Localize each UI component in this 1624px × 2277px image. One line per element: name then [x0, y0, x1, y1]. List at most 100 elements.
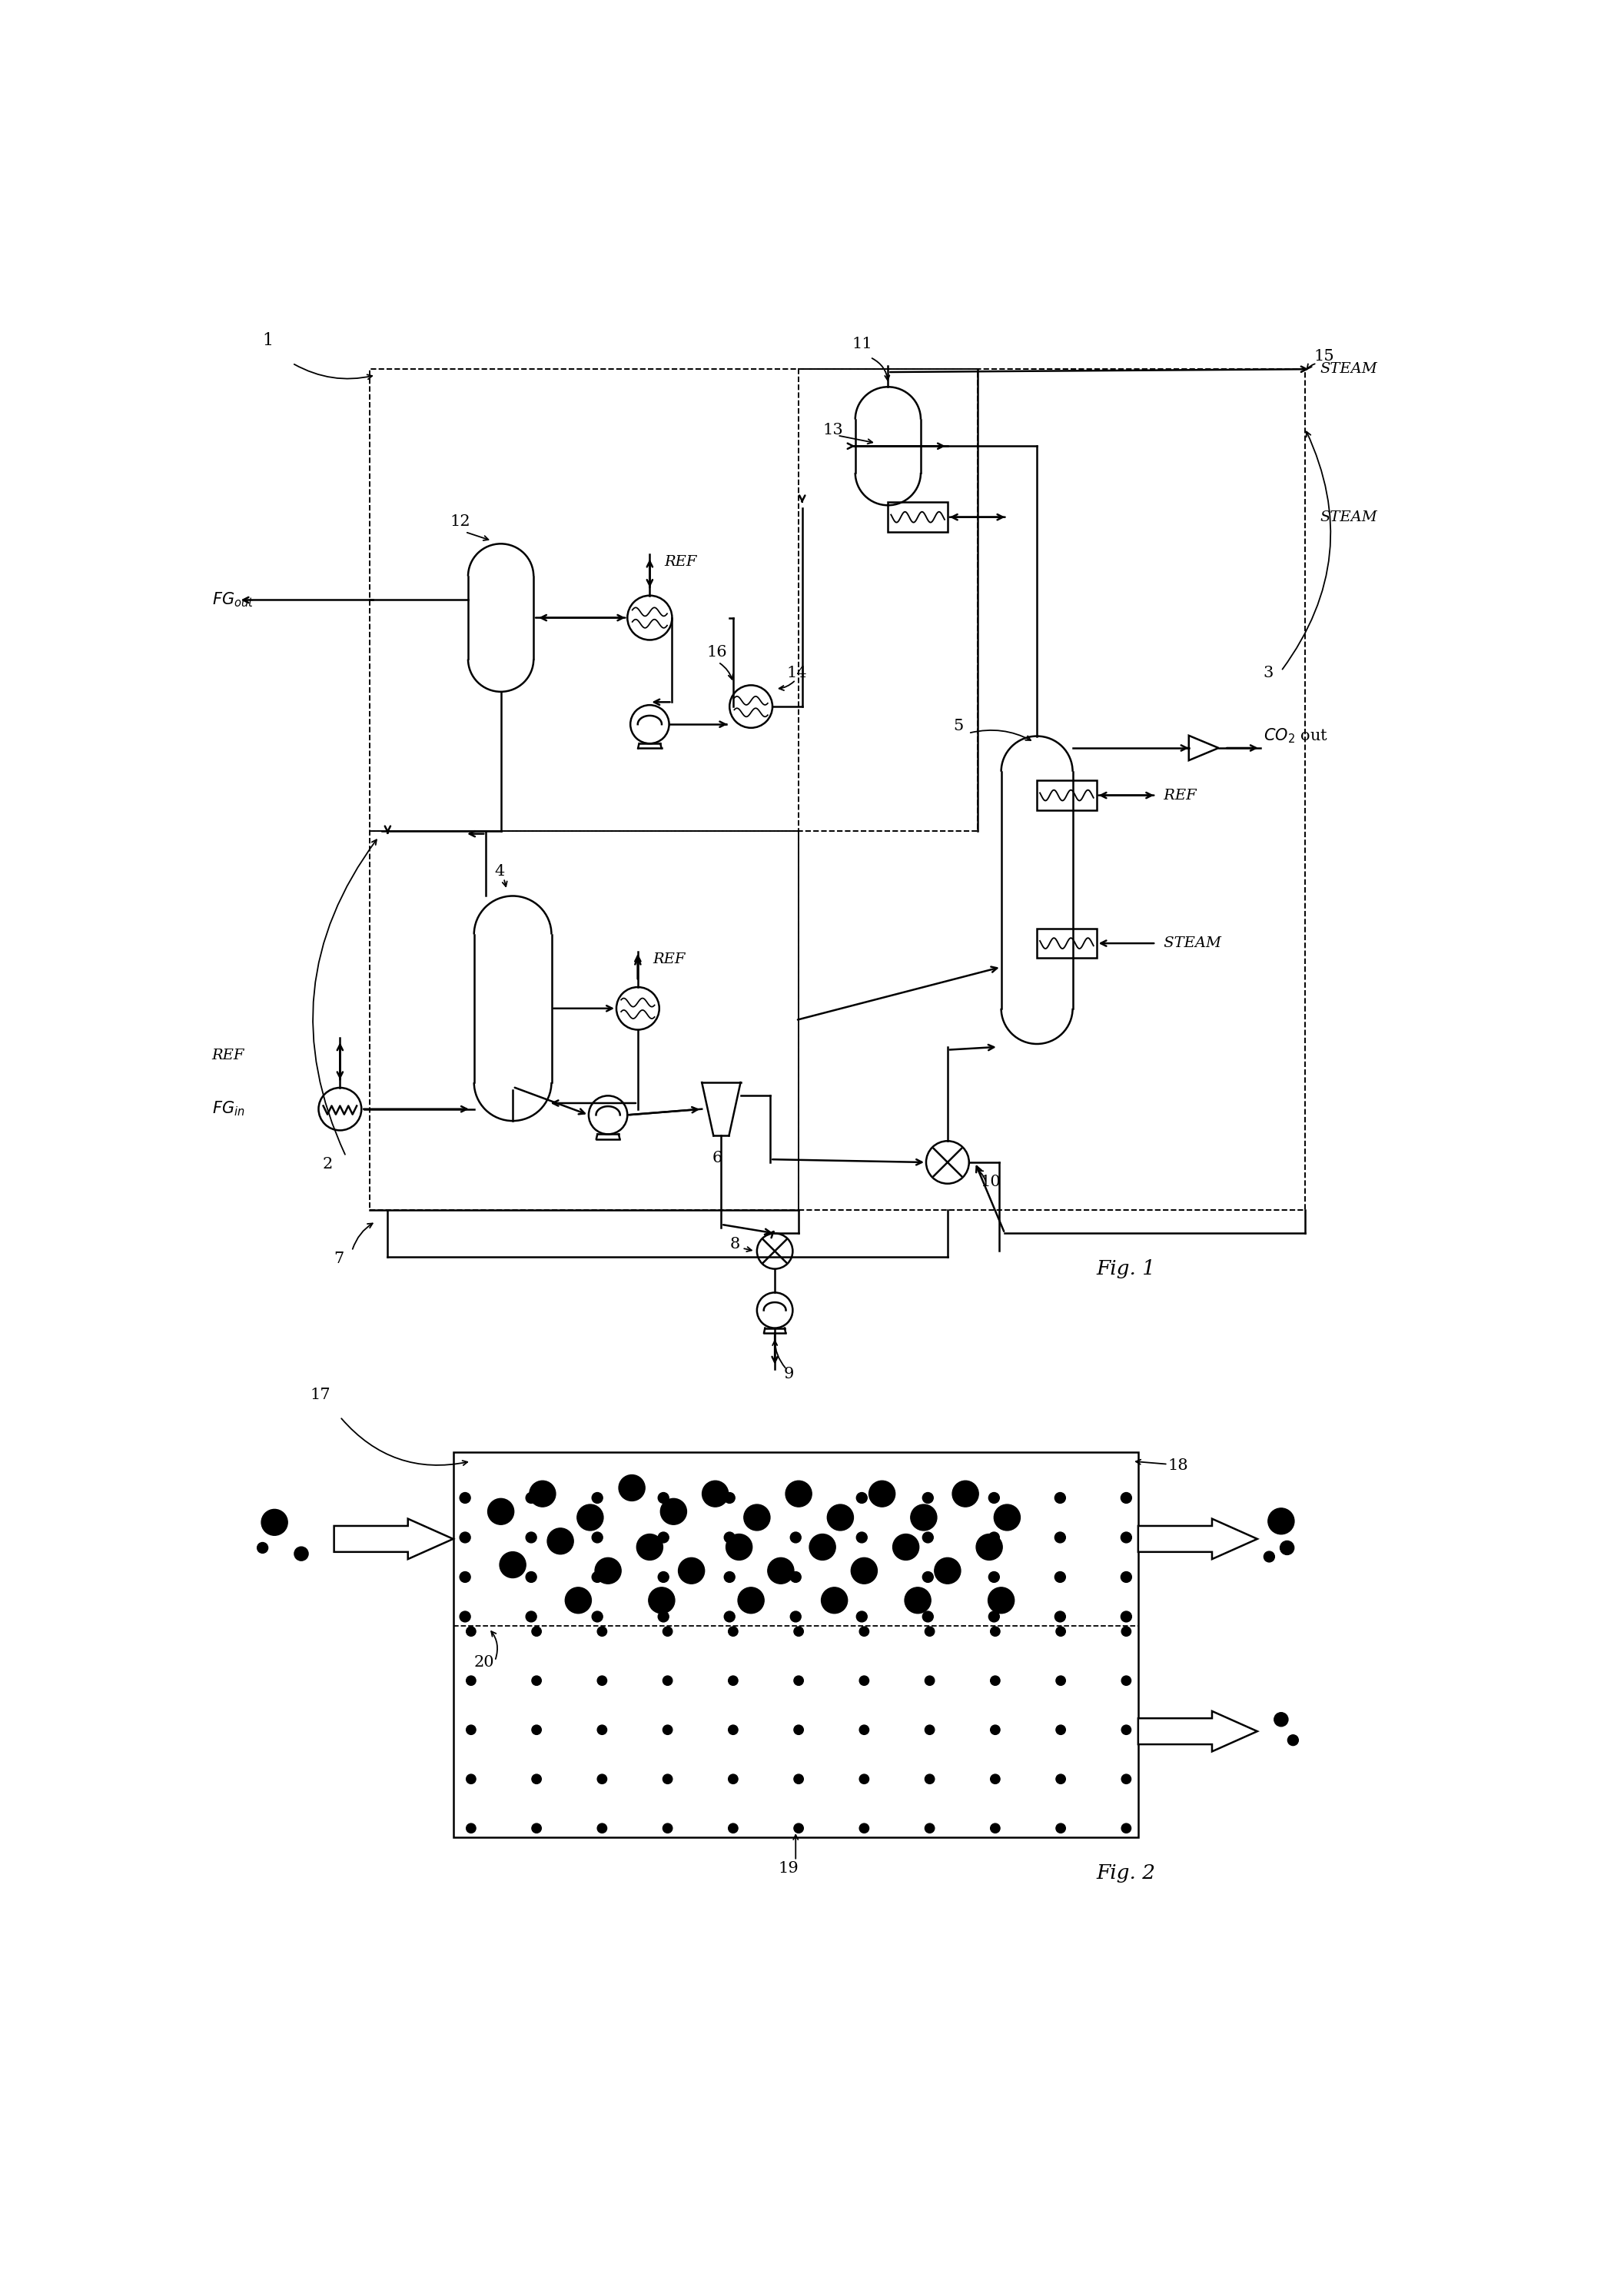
Circle shape [466, 1824, 476, 1833]
Circle shape [598, 1726, 607, 1735]
Text: 1: 1 [263, 332, 273, 348]
Text: $CO_2$ out: $CO_2$ out [1263, 726, 1328, 745]
Circle shape [598, 1774, 607, 1783]
Circle shape [593, 1571, 603, 1583]
Circle shape [531, 1626, 541, 1637]
Circle shape [663, 1676, 672, 1685]
Circle shape [466, 1726, 476, 1735]
Text: Fig. 1: Fig. 1 [1096, 1259, 1156, 1280]
Circle shape [593, 1491, 603, 1503]
Circle shape [922, 1612, 934, 1621]
Circle shape [257, 1542, 268, 1553]
Circle shape [531, 1824, 541, 1833]
Circle shape [922, 1571, 934, 1583]
Circle shape [926, 1824, 934, 1833]
Text: STEAM: STEAM [1320, 362, 1377, 376]
Text: $FG_{out}$: $FG_{out}$ [213, 592, 253, 608]
Circle shape [859, 1726, 869, 1735]
Circle shape [856, 1491, 867, 1503]
Circle shape [658, 1612, 669, 1621]
Circle shape [577, 1505, 603, 1530]
Circle shape [794, 1824, 804, 1833]
Circle shape [859, 1824, 869, 1833]
Circle shape [724, 1571, 736, 1583]
Circle shape [991, 1774, 1000, 1783]
Circle shape [991, 1824, 1000, 1833]
Circle shape [661, 1498, 687, 1526]
Circle shape [991, 1726, 1000, 1735]
Circle shape [952, 1480, 979, 1507]
Circle shape [856, 1571, 867, 1583]
Text: 10: 10 [981, 1175, 1000, 1189]
Circle shape [794, 1726, 804, 1735]
Circle shape [1122, 1676, 1130, 1685]
Text: REF: REF [1160, 788, 1197, 802]
Text: $FG_{in}$: $FG_{in}$ [213, 1100, 245, 1118]
Bar [1036, 781, 1096, 811]
Circle shape [991, 1626, 1000, 1637]
Circle shape [531, 1676, 541, 1685]
Bar [370, 369, 978, 831]
Circle shape [856, 1612, 867, 1621]
Circle shape [679, 1557, 705, 1585]
Text: 12: 12 [450, 515, 471, 528]
Circle shape [989, 1612, 999, 1621]
Text: 4: 4 [495, 863, 505, 879]
Circle shape [526, 1532, 536, 1544]
Circle shape [460, 1532, 471, 1544]
Text: REF: REF [664, 556, 697, 569]
Circle shape [724, 1532, 736, 1544]
Circle shape [466, 1626, 476, 1637]
Circle shape [987, 1587, 1015, 1614]
Circle shape [593, 1532, 603, 1544]
Text: 3: 3 [1263, 665, 1273, 681]
Circle shape [500, 1553, 526, 1578]
Circle shape [794, 1774, 804, 1783]
Circle shape [1263, 1551, 1275, 1562]
Circle shape [531, 1774, 541, 1783]
Circle shape [1056, 1676, 1065, 1685]
Circle shape [926, 1726, 934, 1735]
Bar [453, 1453, 1138, 1838]
Circle shape [822, 1587, 848, 1614]
Circle shape [598, 1626, 607, 1637]
Circle shape [1121, 1532, 1132, 1544]
Circle shape [869, 1480, 895, 1507]
Circle shape [976, 1535, 1002, 1560]
Circle shape [547, 1528, 573, 1555]
Circle shape [791, 1612, 801, 1621]
Circle shape [1122, 1626, 1130, 1637]
Circle shape [1122, 1726, 1130, 1735]
Circle shape [922, 1491, 934, 1503]
Text: 5: 5 [953, 720, 963, 733]
Circle shape [1288, 1735, 1299, 1746]
Circle shape [1054, 1491, 1065, 1503]
Circle shape [261, 1510, 287, 1535]
Circle shape [728, 1824, 737, 1833]
Circle shape [460, 1612, 471, 1621]
Circle shape [791, 1571, 801, 1583]
Text: 19: 19 [778, 1860, 799, 1876]
Circle shape [663, 1726, 672, 1735]
Circle shape [728, 1726, 737, 1735]
Text: 7: 7 [335, 1252, 344, 1266]
Circle shape [768, 1557, 794, 1585]
Circle shape [1056, 1626, 1065, 1637]
Circle shape [1056, 1824, 1065, 1833]
Text: REF: REF [213, 1047, 245, 1061]
Text: 18: 18 [1168, 1460, 1189, 1473]
Circle shape [728, 1626, 737, 1637]
Text: STEAM: STEAM [1160, 936, 1221, 950]
Circle shape [619, 1475, 645, 1501]
Bar [1036, 929, 1096, 959]
Circle shape [851, 1557, 877, 1585]
Circle shape [598, 1824, 607, 1833]
Text: 6: 6 [713, 1150, 723, 1166]
Circle shape [737, 1587, 765, 1614]
Text: 13: 13 [822, 424, 843, 437]
Circle shape [637, 1535, 663, 1560]
Bar [888, 503, 947, 533]
Circle shape [859, 1676, 869, 1685]
Circle shape [565, 1587, 591, 1614]
Text: 20: 20 [474, 1655, 494, 1669]
